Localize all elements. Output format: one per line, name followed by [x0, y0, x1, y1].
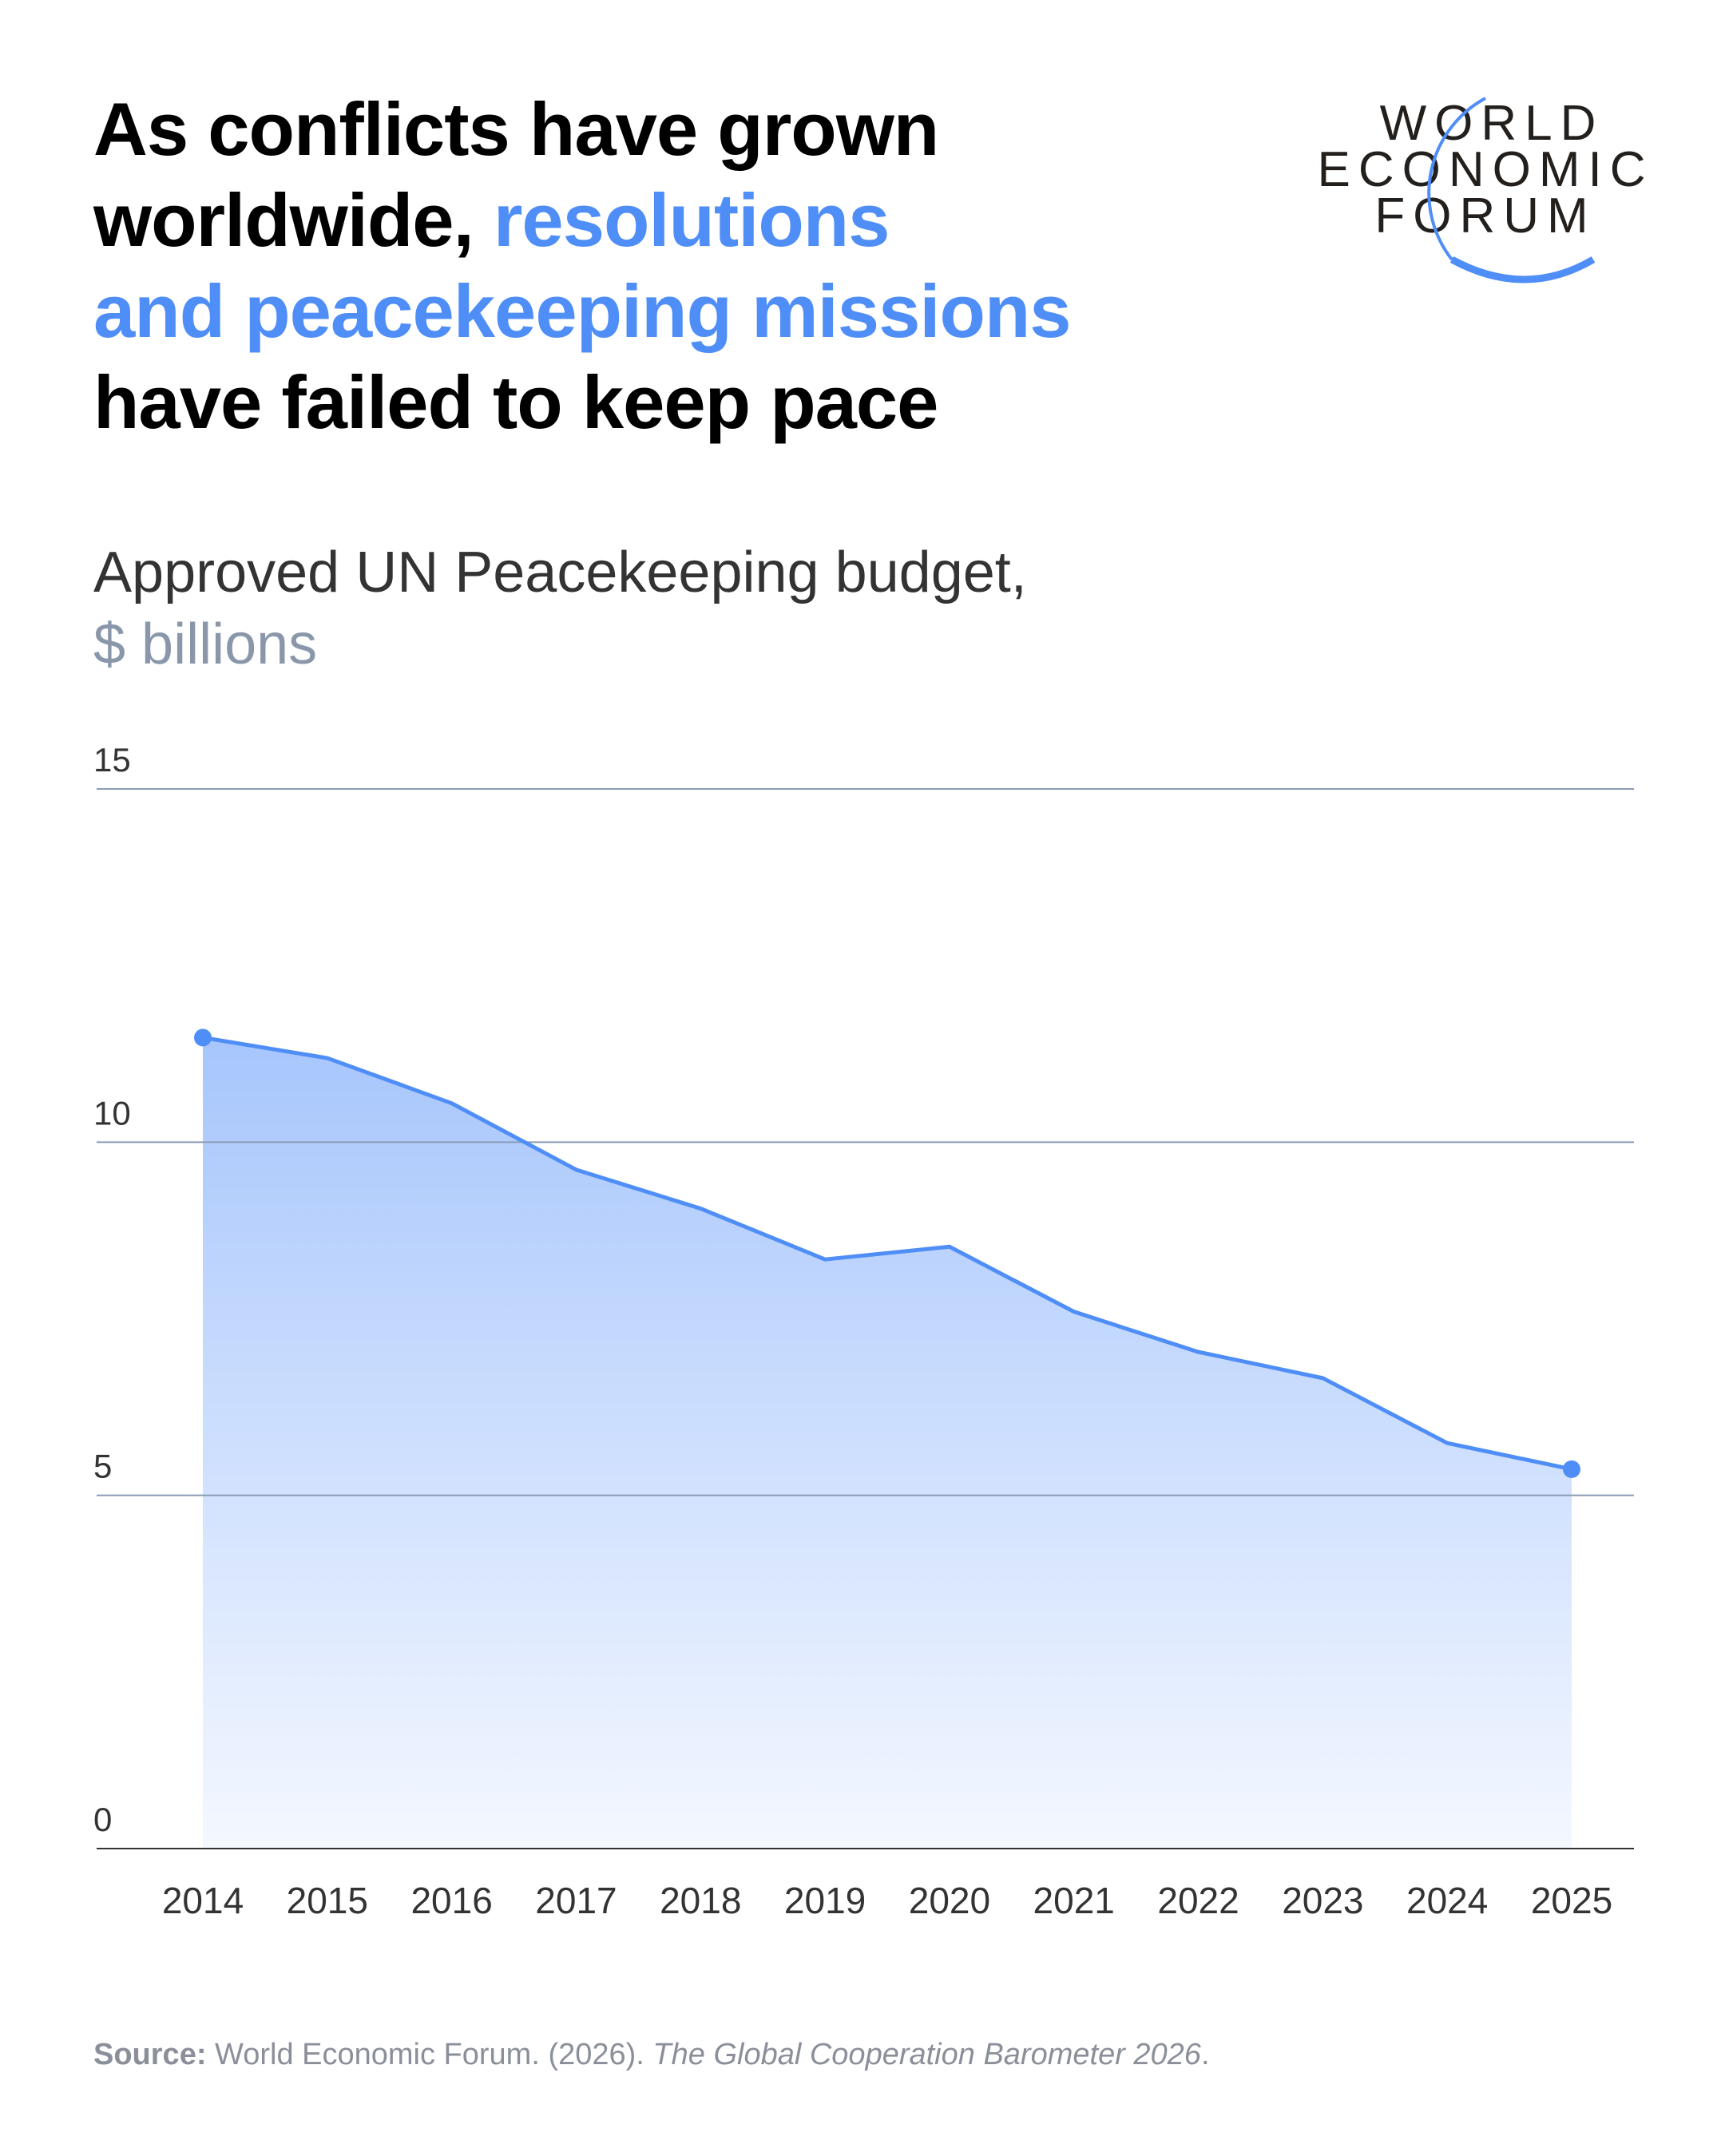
data-point-2025 [1563, 1460, 1580, 1478]
title-line-2: worldwide, [93, 178, 494, 262]
y-tick-label: 15 [93, 741, 131, 779]
series-line [202, 1035, 1572, 1472]
logo-arc-thin [1427, 97, 1486, 261]
data-point-2014 [194, 1028, 212, 1047]
y-tick-label: 0 [93, 1801, 112, 1838]
logo-line-3: FORUM [1374, 188, 1596, 244]
y-tick-label: 10 [93, 1094, 131, 1132]
source-end: . [1200, 2038, 1210, 2071]
chart-title: As conflicts have grown worldwide, resol… [93, 84, 1291, 448]
x-tick-label: 2014 [162, 1880, 244, 1921]
y-tick-label: 5 [93, 1448, 112, 1485]
source-title: The Global Cooperation Barometer 2026 [652, 2038, 1201, 2071]
x-tick-label: 2017 [535, 1880, 617, 1921]
area-fill [203, 1037, 1572, 1849]
source-text: World Economic Forum. (2026). [206, 2038, 653, 2071]
wef-logo: WORLD ECONOMIC FORUM [1318, 96, 1653, 283]
x-tick-label: 2021 [1033, 1880, 1115, 1921]
title-line-4: have failed to keep pace [93, 360, 938, 444]
logo-line-1: WORLD [1380, 96, 1604, 151]
title-highlight-1: resolutions [493, 178, 890, 262]
x-tick-label: 2023 [1282, 1880, 1363, 1921]
logo-line-2: ECONOMIC [1318, 142, 1653, 197]
x-tick-label: 2024 [1406, 1880, 1488, 1921]
subtitle-unit: $ billions [93, 612, 318, 676]
logo-arc-thick [1449, 256, 1596, 283]
x-tick-label: 2019 [784, 1880, 866, 1921]
title-line-1: As conflicts have grown [93, 87, 939, 171]
source-note: Source: World Economic Forum. (2026). Th… [93, 2038, 1210, 2072]
x-tick-label: 2016 [410, 1880, 492, 1921]
x-tick-label: 2025 [1531, 1880, 1612, 1921]
x-tick-label: 2018 [660, 1880, 741, 1921]
x-tick-label: 2022 [1157, 1880, 1239, 1921]
subtitle-label: Approved UN Peacekeeping budget, [93, 541, 1027, 604]
source-label: Source: [93, 2038, 207, 2071]
title-highlight-2: and peacekeeping missions [93, 269, 1072, 353]
x-tick-label: 2015 [287, 1880, 368, 1921]
x-tick-label: 2020 [909, 1880, 990, 1921]
chart-subtitle: Approved UN Peacekeeping budget, $ billi… [93, 537, 1027, 680]
